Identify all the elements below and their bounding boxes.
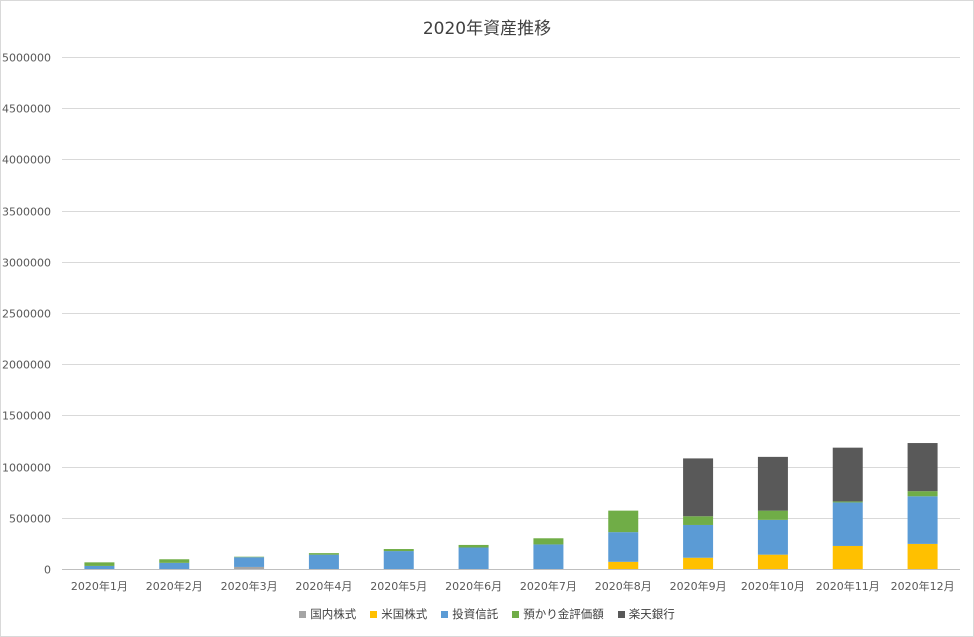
bar-segment [159,559,190,563]
legend-label: 米国株式 [381,607,428,621]
bar-segment [832,501,863,503]
bar-segment [832,447,863,502]
x-tick-label: 2020年4月 [295,579,352,593]
bar-segment [608,510,639,533]
bar-segment [907,543,938,569]
bar-segment [757,519,788,555]
y-tick-label: 500000 [9,513,51,526]
bar-segment [533,538,564,545]
x-tick-label: 2020年2月 [146,579,203,593]
legend-label: 楽天銀行 [628,607,675,621]
bar-segment [832,502,863,546]
legend-swatch [617,610,625,618]
bar-segment [84,565,115,569]
chart-title: 2020年資産推移 [422,19,552,39]
y-tick-label: 2500000 [2,308,51,321]
bar-segment [757,456,788,511]
legend-swatch [370,610,378,618]
bar-segment [683,516,714,525]
y-tick-label: 4000000 [2,154,51,167]
legend-item: 預かり金評価額 [512,606,604,622]
bar-segment [234,556,265,558]
x-tick-label: 2020年7月 [520,579,577,593]
bar-segment [458,547,489,569]
bar-segment [159,562,190,569]
y-tick-label: 4500000 [2,103,51,116]
bar-segment [383,549,414,552]
y-tick-label: 0 [44,564,51,577]
legend-label: 投資信託 [452,607,499,621]
x-tick-label: 2020年6月 [445,579,502,593]
bar-segment [383,551,414,569]
legend-item: 国内株式 [299,606,356,622]
bar-segment [683,524,714,558]
x-tick-label: 2020年10月 [741,579,805,593]
x-tick-label: 2020年1月 [71,579,128,593]
legend-swatch [299,610,307,618]
y-tick-label: 3500000 [2,206,51,219]
bar-segment [234,557,265,567]
x-tick-label: 2020年8月 [595,579,652,593]
bar-segment [907,443,938,492]
x-tick-label: 2020年12月 [891,579,955,593]
y-tick-label: 1500000 [2,410,51,423]
legend-item: 米国株式 [370,606,427,622]
bar-segment [234,566,265,569]
x-tick-label: 2020年3月 [221,579,278,593]
legend-label: 預かり金評価額 [523,607,604,621]
bar-segment [683,458,714,517]
bar-segment [757,554,788,569]
chart-legend: 国内株式 米国株式 投資信託 預かり金評価額 楽天銀行 [0,606,974,622]
bar-segment [832,545,863,569]
bar-segment [757,510,788,520]
bar-segment [608,532,639,562]
legend-item: 楽天銀行 [617,606,675,622]
x-tick-label: 2020年9月 [670,579,727,593]
bar-segment [308,553,339,555]
x-tick-label: 2020年5月 [370,579,427,593]
y-tick-label: 2000000 [2,359,51,372]
y-tick-label: 5000000 [2,52,51,65]
legend-swatch [441,610,449,618]
bar-segment [458,544,489,548]
legend-item: 投資信託 [441,606,498,622]
bar-segment [907,496,938,544]
bar-segment [308,554,339,569]
y-tick-label: 3000000 [2,257,51,270]
legend-label: 国内株式 [310,607,357,621]
bar-segment [683,557,714,569]
legend-swatch [512,610,520,618]
bar-segment [533,544,564,569]
bar-segment [84,562,115,566]
y-tick-label: 1000000 [2,462,51,475]
x-tick-label: 2020年11月 [816,579,880,593]
bar-segment [907,491,938,497]
bar-segment [608,561,639,569]
